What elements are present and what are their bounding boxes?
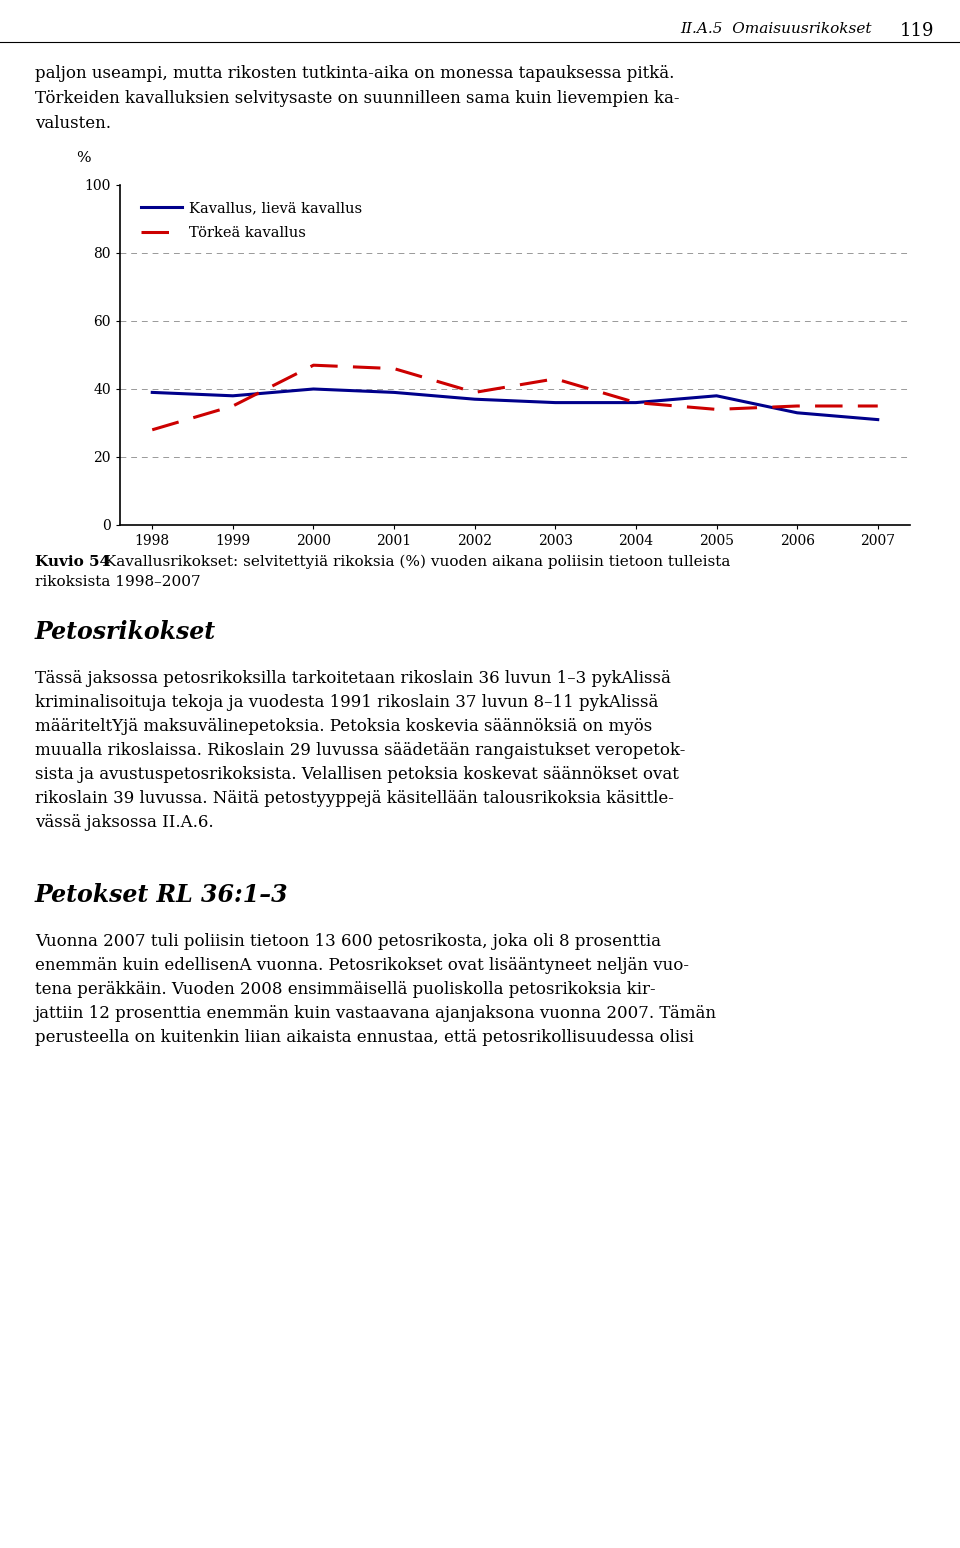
Text: perusteella on kuitenkin liian aikaista ennustaa, että petosrikollisuudessa olis: perusteella on kuitenkin liian aikaista …: [35, 1029, 694, 1046]
Text: valusten.: valusten.: [35, 115, 111, 132]
Text: Petosrikokset: Petosrikokset: [35, 621, 216, 644]
Text: kriminalisoituja tekoja ja vuodesta 1991 rikoslain 37 luvun 8–11 pykAlissä: kriminalisoituja tekoja ja vuodesta 1991…: [35, 694, 659, 711]
Text: tena peräkkäin. Vuoden 2008 ensimmäisellä puoliskolla petosrikoksia kir-: tena peräkkäin. Vuoden 2008 ensimmäisell…: [35, 981, 656, 998]
Text: paljon useampi, mutta rikosten tutkinta-aika on monessa tapauksessa pitkä.: paljon useampi, mutta rikosten tutkinta-…: [35, 65, 674, 82]
Text: 119: 119: [900, 22, 934, 40]
Text: Kavallusrikokset: selvitettyiä rikoksia (%) vuoden aikana poliisin tietoon tulle: Kavallusrikokset: selvitettyiä rikoksia …: [100, 556, 731, 570]
Text: Kuvio 54: Kuvio 54: [35, 556, 110, 570]
Text: Törkeiden kavalluksien selvitysaste on suunnilleen sama kuin lievempien ka-: Törkeiden kavalluksien selvitysaste on s…: [35, 90, 680, 107]
Text: %: %: [77, 150, 91, 164]
Text: jattiin 12 prosenttia enemmän kuin vastaavana ajanjaksona vuonna 2007. Tämän: jattiin 12 prosenttia enemmän kuin vasta…: [35, 1005, 717, 1022]
Text: sista ja avustuspetosrikoksista. Velallisen petoksia koskevat säännökset ovat: sista ja avustuspetosrikoksista. Velalli…: [35, 766, 679, 783]
Text: Petokset RL 36:1–3: Petokset RL 36:1–3: [35, 882, 289, 907]
Legend: Kavallus, lievä kavallus, Törkeä kavallus: Kavallus, lievä kavallus, Törkeä kavallu…: [135, 195, 368, 246]
Text: muualla rikoslaissa. Rikoslain 29 luvussa säädetään rangaistukset veropetok-: muualla rikoslaissa. Rikoslain 29 luvuss…: [35, 741, 685, 759]
Text: enemmän kuin edellisenA vuonna. Petosrikokset ovat lisääntyneet neljän vuo-: enemmän kuin edellisenA vuonna. Petosrik…: [35, 957, 689, 974]
Text: vässä jaksossa II.A.6.: vässä jaksossa II.A.6.: [35, 814, 214, 831]
Text: rikoslain 39 luvussa. Näitä petostyyppejä käsitellään talousrikoksia käsittle-: rikoslain 39 luvussa. Näitä petostyyppej…: [35, 789, 674, 807]
Text: Tässä jaksossa petosrikoksilla tarkoitetaan rikoslain 36 luvun 1–3 pykAlissä: Tässä jaksossa petosrikoksilla tarkoitet…: [35, 670, 671, 687]
Text: määriteltYjä maksuvälinepetoksia. Petoksia koskevia säännöksiä on myös: määriteltYjä maksuvälinepetoksia. Petoks…: [35, 718, 652, 735]
Text: rikoksista 1998–2007: rikoksista 1998–2007: [35, 574, 201, 588]
Text: Vuonna 2007 tuli poliisin tietoon 13 600 petosrikosta, joka oli 8 prosenttia: Vuonna 2007 tuli poliisin tietoon 13 600…: [35, 933, 661, 950]
Text: II.A.5  Omaisuusrikokset: II.A.5 Omaisuusrikokset: [680, 22, 872, 36]
